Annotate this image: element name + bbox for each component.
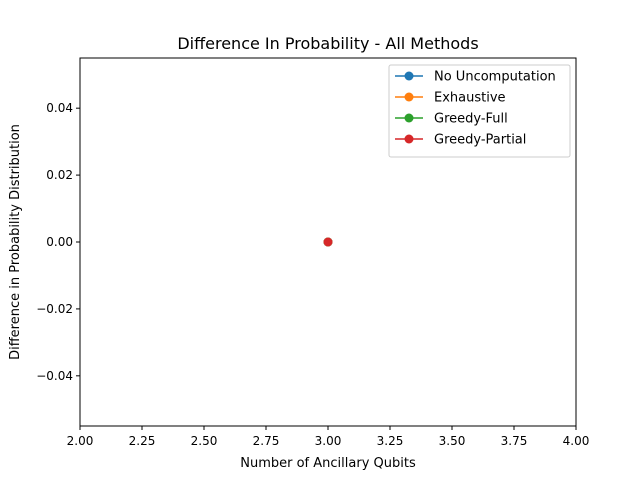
x-tick-label: 3.00: [315, 434, 342, 448]
x-tick-label: 2.25: [129, 434, 156, 448]
legend: No Uncomputation Exhaustive Greedy-Full Gre…: [388, 64, 571, 158]
legend-label: Greedy-Partial: [434, 133, 526, 148]
chart-title: Difference In Probability - All Methods: [177, 34, 478, 53]
legend-label: No Uncomputation: [434, 70, 556, 85]
x-tick-label: 3.25: [377, 434, 404, 448]
legend-marker: [404, 134, 414, 144]
legend-marker: [404, 92, 414, 102]
x-tick-label: 3.75: [501, 434, 528, 448]
x-tick-label: 2.75: [253, 434, 280, 448]
x-tick-label: 4.00: [563, 434, 590, 448]
legend-marker: [404, 71, 414, 81]
y-tick-label: −0.02: [36, 302, 73, 316]
series-layer: [323, 237, 333, 247]
data-point: [323, 237, 333, 247]
y-tick-label: 0.04: [46, 101, 73, 115]
plot-frame: [79, 57, 577, 427]
x-tick-label: 2.00: [67, 434, 94, 448]
y-tick-label: −0.04: [36, 369, 73, 383]
y-axis-label: Difference in Probability Distribution: [8, 124, 23, 360]
legend-box: [388, 64, 571, 158]
series-greedy-partial: [323, 237, 333, 247]
y-tick-label: 0.00: [46, 235, 73, 249]
y-axis-ticks: −0.04 −0.02 0.00 0.02 0.04: [36, 101, 80, 383]
x-axis-label: Number of Ancillary Qubits: [240, 456, 416, 471]
legend-marker: [404, 113, 414, 123]
legend-label: Greedy-Full: [434, 112, 508, 127]
x-axis-ticks: 2.00 2.25 2.50 2.75 3.00 3.25 3.50 3.75 4.00: [67, 426, 590, 448]
x-tick-label: 2.50: [191, 434, 218, 448]
y-tick-label: 0.02: [46, 168, 73, 182]
legend-label: Exhaustive: [434, 91, 506, 106]
x-tick-label: 3.50: [439, 434, 466, 448]
